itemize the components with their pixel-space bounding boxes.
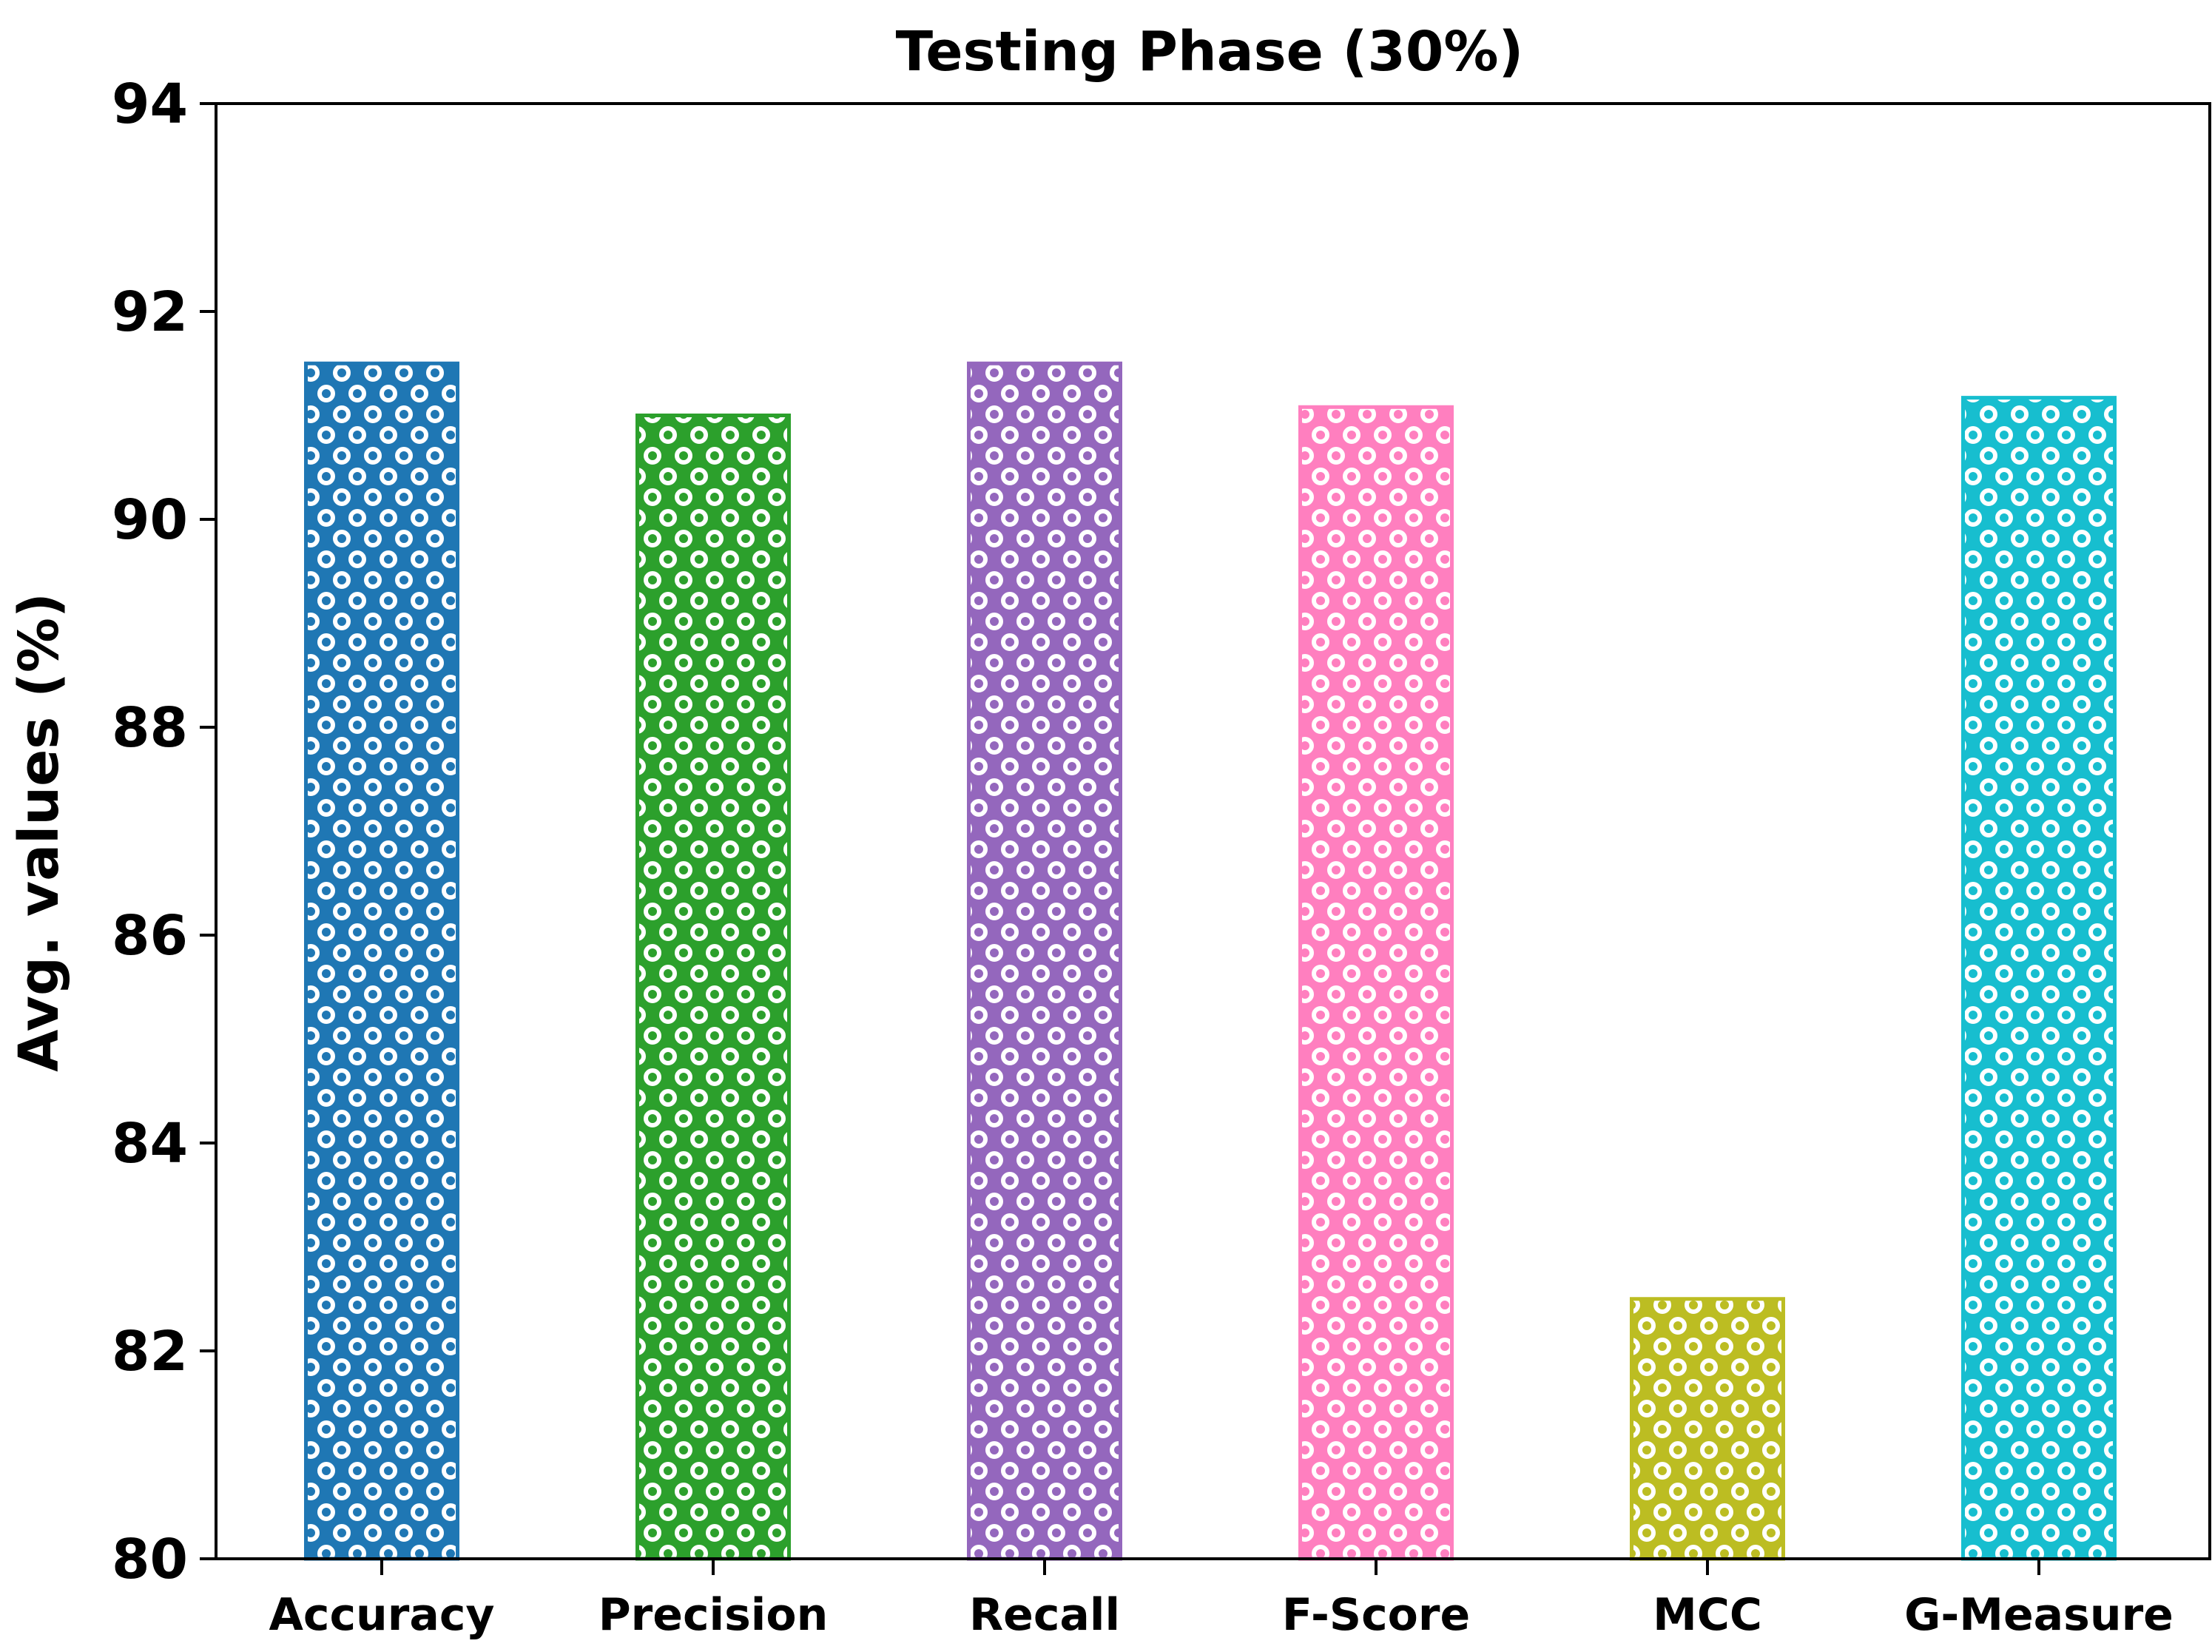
chart-title: Testing Phase (30%) [896,20,1524,84]
x-tick-label: F-Score [1282,1589,1470,1641]
y-axis-label: Avg. values (%) [7,593,71,1072]
x-tick-label: Recall [969,1589,1120,1641]
bar-precision [635,414,791,1561]
y-tick-label: 82 [112,1320,188,1383]
y-tick-label: 90 [112,488,188,552]
bar-f-score [1298,405,1454,1561]
x-tick-label: MCC [1653,1589,1762,1641]
x-tick-label: Accuracy [269,1589,494,1641]
y-tick-label: 84 [112,1112,188,1176]
bars-group [304,361,2117,1561]
y-tick-label: 88 [112,696,188,760]
y-axis-ticks: 80 82 84 86 88 90 92 94 [112,73,216,1591]
x-tick-label: Precision [598,1589,829,1641]
y-tick-label: 92 [112,280,188,344]
bar-g-measure [1961,396,2117,1561]
x-tick-label: G-Measure [1904,1589,2174,1641]
bar-mcc [1630,1297,1785,1561]
y-tick-label: 94 [112,73,188,136]
y-tick-label: 86 [112,904,188,968]
plot-area-frame [215,102,2211,1560]
bar-accuracy [304,361,459,1561]
y-tick-label: 80 [112,1528,188,1591]
bar-recall [967,361,1122,1561]
x-axis-ticks: Accuracy Precision Recall F-Score MCC G-Measu… [269,1559,2174,1641]
